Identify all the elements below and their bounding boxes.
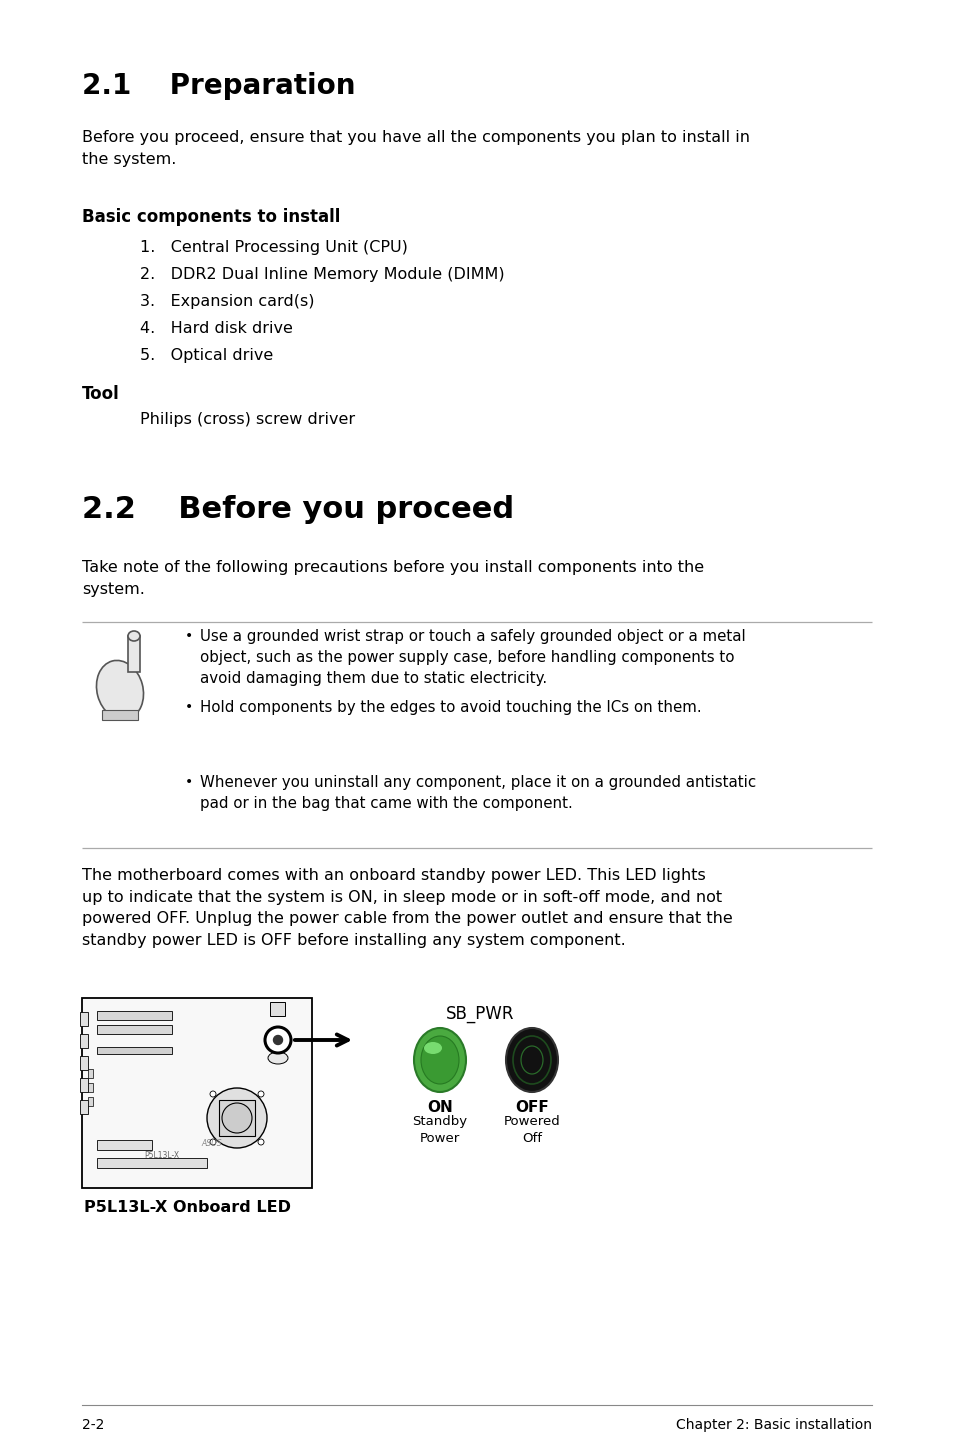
Text: Take note of the following precautions before you install components into the
sy: Take note of the following precautions b…	[82, 559, 703, 597]
Bar	[97, 1140, 152, 1150]
Bar	[97, 1047, 172, 1054]
Bar	[97, 1158, 207, 1168]
Bar	[88, 1083, 92, 1091]
Text: Hold components by the edges to avoid touching the ICs on them.: Hold components by the edges to avoid to…	[200, 700, 700, 715]
Bar	[88, 1097, 92, 1106]
Circle shape	[257, 1091, 264, 1097]
Bar	[82, 998, 312, 1188]
Text: 2.   DDR2 Dual Inline Memory Module (DIMM): 2. DDR2 Dual Inline Memory Module (DIMM)	[140, 267, 504, 282]
Text: 2-2: 2-2	[82, 1418, 104, 1432]
Bar	[88, 1068, 92, 1078]
Text: The motherboard comes with an onboard standby power LED. This LED lights
up to i: The motherboard comes with an onboard st…	[82, 869, 732, 948]
Circle shape	[274, 1035, 282, 1044]
Text: 1.   Central Processing Unit (CPU): 1. Central Processing Unit (CPU)	[140, 240, 408, 255]
Circle shape	[222, 1103, 252, 1133]
Circle shape	[257, 1139, 264, 1145]
Circle shape	[207, 1089, 267, 1148]
Bar	[80, 1055, 88, 1070]
Text: ASUS: ASUS	[201, 1139, 222, 1148]
Bar	[97, 1011, 172, 1020]
Text: 5.   Optical drive: 5. Optical drive	[140, 348, 273, 362]
Text: •: •	[185, 775, 193, 789]
Text: ON: ON	[427, 1100, 453, 1114]
Text: OFF: OFF	[515, 1100, 548, 1114]
Bar	[128, 636, 140, 672]
Text: Standby
Power: Standby Power	[412, 1114, 467, 1145]
Bar	[97, 1025, 172, 1034]
Text: P5L13L-X Onboard LED: P5L13L-X Onboard LED	[84, 1199, 291, 1215]
Circle shape	[265, 1027, 291, 1053]
Text: Tool: Tool	[82, 385, 120, 403]
Bar	[102, 710, 138, 720]
Text: 4.   Hard disk drive: 4. Hard disk drive	[140, 321, 293, 336]
Ellipse shape	[414, 1028, 465, 1091]
Ellipse shape	[96, 660, 143, 719]
Bar	[80, 1012, 88, 1025]
Text: SB_PWR: SB_PWR	[445, 1005, 514, 1022]
Circle shape	[210, 1091, 215, 1097]
Ellipse shape	[128, 631, 140, 641]
Text: 2.1    Preparation: 2.1 Preparation	[82, 72, 355, 101]
Text: •: •	[185, 700, 193, 715]
Text: •: •	[185, 628, 193, 643]
Bar	[80, 1100, 88, 1114]
Ellipse shape	[423, 1043, 441, 1054]
Ellipse shape	[268, 1053, 288, 1064]
Text: Philips (cross) screw driver: Philips (cross) screw driver	[140, 413, 355, 427]
Text: 3.   Expansion card(s): 3. Expansion card(s)	[140, 293, 314, 309]
Text: P5L13L-X: P5L13L-X	[144, 1152, 179, 1160]
Circle shape	[210, 1139, 215, 1145]
Text: Basic components to install: Basic components to install	[82, 209, 340, 226]
Text: Chapter 2: Basic installation: Chapter 2: Basic installation	[676, 1418, 871, 1432]
Ellipse shape	[505, 1028, 558, 1091]
Text: Before you proceed, ensure that you have all the components you plan to install : Before you proceed, ensure that you have…	[82, 129, 749, 167]
Text: Powered
Off: Powered Off	[503, 1114, 559, 1145]
Text: 2.2    Before you proceed: 2.2 Before you proceed	[82, 495, 514, 523]
Bar	[219, 1100, 254, 1136]
Bar	[270, 1002, 285, 1017]
Ellipse shape	[420, 1035, 458, 1084]
Text: Whenever you uninstall any component, place it on a grounded antistatic
pad or i: Whenever you uninstall any component, pl…	[200, 775, 756, 811]
Text: Use a grounded wrist strap or touch a safely grounded object or a metal
object, : Use a grounded wrist strap or touch a sa…	[200, 628, 745, 686]
Bar	[80, 1034, 88, 1048]
Bar	[80, 1078, 88, 1091]
